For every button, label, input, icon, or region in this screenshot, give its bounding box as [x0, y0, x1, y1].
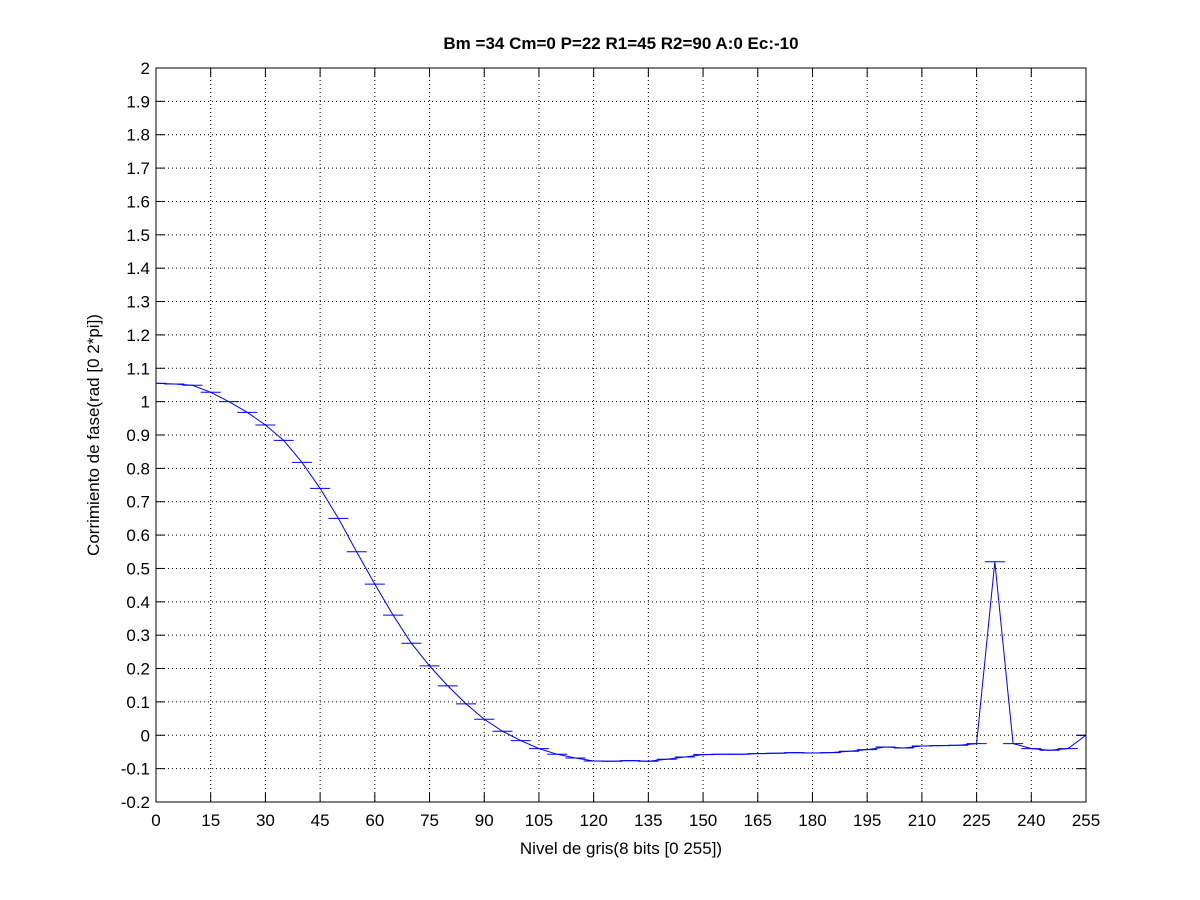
x-tick-label: 195 — [853, 811, 881, 830]
chart-title: Bm =34 Cm=0 P=22 R1=45 R2=90 A:0 Ec:-10 — [443, 34, 798, 53]
y-tick-label: 1.3 — [126, 293, 150, 312]
plot-frame — [155, 67, 1087, 803]
x-tick-label: 180 — [798, 811, 826, 830]
y-tick-label: 0.9 — [126, 426, 150, 445]
grid — [156, 68, 1086, 802]
x-tick-label: 210 — [908, 811, 936, 830]
y-tick-label: 0.6 — [126, 526, 150, 545]
y-tick-label: 1 — [141, 393, 150, 412]
y-tick-label: 1.8 — [126, 126, 150, 145]
y-tick-label: 1.6 — [126, 192, 150, 211]
y-tick-label: 0.3 — [126, 626, 150, 645]
x-tick-label: 150 — [689, 811, 717, 830]
y-tick-label: 1.7 — [126, 159, 150, 178]
x-tick-label: 105 — [525, 811, 553, 830]
x-tick-label: 120 — [579, 811, 607, 830]
y-tick-label: 0 — [141, 726, 150, 745]
y-tick-label: 0.8 — [126, 459, 150, 478]
y-tick-label: 2 — [141, 59, 150, 78]
y-tick-label: 0.7 — [126, 493, 150, 512]
x-tick-label: 0 — [151, 811, 160, 830]
x-tick-label: 90 — [475, 811, 494, 830]
y-tick-label: 0.2 — [126, 660, 150, 679]
y-tick-label: 0.5 — [126, 559, 150, 578]
y-tick-label: 1.5 — [126, 226, 150, 245]
y-tick-label: 1.2 — [126, 326, 150, 345]
y-tick-label: 1.9 — [126, 92, 150, 111]
x-tick-label: 75 — [420, 811, 439, 830]
x-tick-label: 60 — [365, 811, 384, 830]
x-tick-label: 240 — [1017, 811, 1045, 830]
y-tick-label: 1.1 — [126, 359, 150, 378]
x-axis-label: Nivel de gris(8 bits [0 255]) — [520, 839, 722, 858]
x-tick-label: 255 — [1072, 811, 1100, 830]
y-tick-label: -0.2 — [121, 793, 150, 812]
y-tick-label: 0.4 — [126, 593, 150, 612]
x-tick-label: 135 — [634, 811, 662, 830]
series-layer — [155, 382, 1087, 762]
x-tick-label: 45 — [311, 811, 330, 830]
y-tick-label: 0.1 — [126, 693, 150, 712]
y-tick-label: 1.4 — [126, 259, 150, 278]
x-tick-label: 225 — [962, 811, 990, 830]
x-tick-label: 30 — [256, 811, 275, 830]
y-axis-label: Corrimiento de fase(rad [0 2*pi]) — [84, 314, 103, 556]
x-tick-label: 15 — [201, 811, 220, 830]
x-tick-label: 165 — [744, 811, 772, 830]
ticks: 0 15 30 45 60 75 90 105 120 135 150 165 180 195 210 225… — [121, 59, 1100, 830]
y-tick-label: -0.1 — [121, 760, 150, 779]
